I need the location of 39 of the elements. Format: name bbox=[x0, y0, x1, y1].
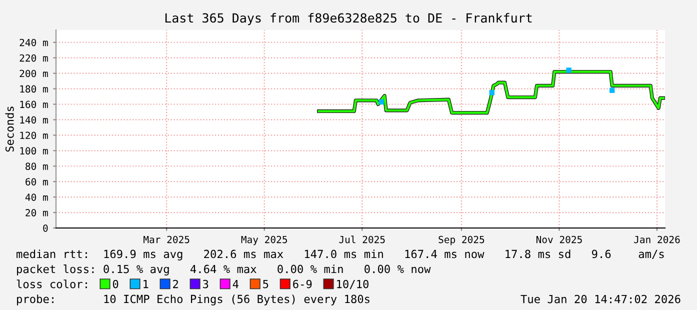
y-tick-label: 160 m bbox=[20, 100, 48, 108]
x-tick-label: Sep 2025 bbox=[438, 236, 484, 246]
y-tick-label: 20 m bbox=[26, 209, 48, 216]
y-tick-label: 220 m bbox=[20, 54, 48, 62]
legend-label: 4 bbox=[232, 280, 238, 288]
y-tick-label: 180 m bbox=[20, 85, 48, 93]
text: median rtt: 169.9 ms avg 202.6 ms max 147.0 ms min 167.4 ms now 17.8 ms sd 9.6 am/s bbox=[16, 250, 664, 260]
legend-label: 10/10 bbox=[337, 280, 368, 290]
y-axis-title: Seconds bbox=[5, 106, 14, 152]
y-tick-label: 100 m bbox=[20, 147, 48, 155]
point bbox=[489, 90, 495, 96]
text: packet loss: 0.15 % avg 4.64 % max 0.00 % min 0.00 % now bbox=[17, 264, 431, 276]
x-tick-label: Jan 2026 bbox=[634, 236, 680, 244]
y-tick-label: 60 m bbox=[26, 178, 48, 186]
y-tick-label: 240 m bbox=[20, 38, 48, 46]
x-tick-label: May 2025 bbox=[241, 236, 287, 246]
legend-label: 1 bbox=[144, 280, 148, 288]
legend-label: 0 bbox=[112, 280, 118, 288]
text: Tue Jan 20 14:47:02 2026 bbox=[520, 294, 680, 304]
legend-label: 2 bbox=[173, 280, 178, 288]
chart-title: Last 365 Days from f89e6328e825 to DE - Frankfurt bbox=[165, 12, 532, 26]
x-tick-label: Mar 2025 bbox=[144, 236, 190, 244]
text: loss color: bbox=[16, 280, 87, 288]
line-series bbox=[317, 70, 665, 115]
legend-label: 3 bbox=[203, 280, 208, 288]
y-tick-label: 40 m bbox=[25, 194, 48, 201]
point bbox=[610, 88, 615, 93]
x-tick-label: Jul 2025 bbox=[339, 236, 385, 244]
legend-label: 6-9 bbox=[293, 280, 312, 288]
point bbox=[378, 99, 384, 105]
y-tick-label: 80 m bbox=[26, 162, 48, 170]
y-tick-label: 140 m bbox=[20, 116, 48, 124]
y-tick-label: 120 m bbox=[20, 132, 48, 140]
point bbox=[566, 68, 572, 73]
y-tick-label: 200 m bbox=[20, 70, 48, 78]
text: probe: 10 ICMP Echo Pings (56 Bytes) every 180s bbox=[17, 294, 370, 306]
legend-label: 5 bbox=[263, 280, 268, 288]
y-tick-label: 0 bbox=[43, 224, 48, 232]
x-tick-label: Nov 2025 bbox=[536, 236, 582, 244]
